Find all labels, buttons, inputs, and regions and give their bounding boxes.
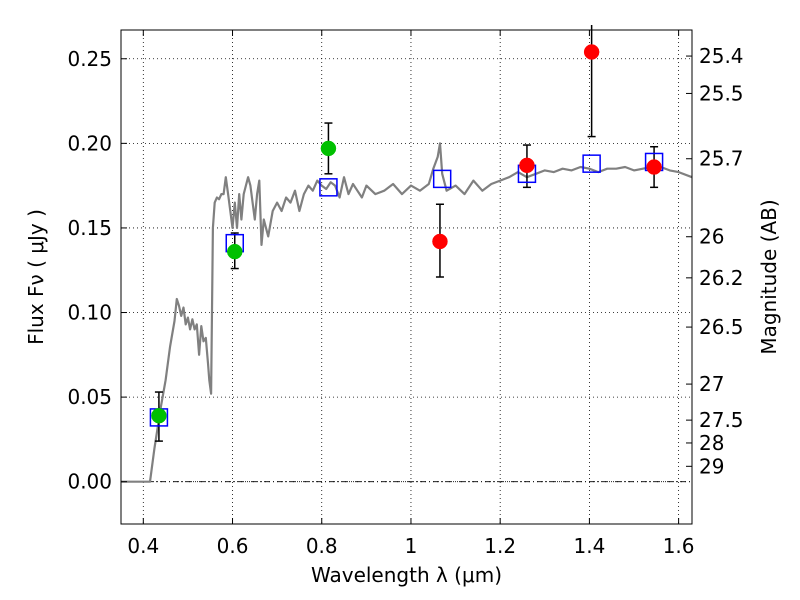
magnitude-tick-label: 27.5 [699,408,744,432]
x-tick-label: 0.4 [127,534,159,558]
observed-flux-point [583,44,600,60]
magnitude-tick-label: 25.7 [699,147,744,171]
axis-ticks [121,30,692,524]
observed-flux-point [519,157,535,174]
right-axis-title: Magnitude (AB) [757,199,781,354]
model-flux-square [319,178,338,197]
observed-flux-point [151,407,167,424]
y-tick-label: 0.15 [67,216,112,240]
magnitude-tick-label: 25.5 [699,81,744,105]
x-tick-labels: 0.4 0.6 0.8 1 1.2 1.4 1.6 [127,534,694,558]
magnitude-tick-label: 27 [699,372,724,396]
magnitude-tick-label: 26 [699,225,724,249]
y-tick-labels: 0.00 0.05 0.10 0.15 0.20 0.25 [67,47,112,494]
y-tick-label: 0.05 [67,385,112,409]
model-flux-square [582,154,601,173]
observed-flux-point [646,159,662,175]
grid-lines [121,30,692,524]
observed-flux-point [227,243,243,260]
x-tick-label: 1.6 [663,534,695,558]
y-tick-label: 0.25 [67,47,112,71]
x-axis-title: Wavelength λ (μm) [311,563,502,587]
magnitude-tick-label: 29 [699,454,724,478]
model-flux-square [432,169,452,189]
magnitude-tick-label: 26.2 [699,266,744,290]
model-sed-line [121,142,693,483]
observed-flux-point [432,233,448,250]
y-tick-label: 0.00 [67,470,112,494]
x-tick-label: 1 [405,534,418,558]
x-tick-label: 1.4 [573,534,605,558]
magnitude-tick-label: 26.5 [699,315,744,339]
x-tick-label: 0.8 [306,534,338,558]
y-axis-title: Flux Fν ( μJy ) [24,209,48,345]
x-tick-label: 1.2 [484,534,516,558]
magnitude-tick-label: 25.4 [699,44,744,68]
data-markers [149,44,664,427]
observed-flux-point [320,140,337,157]
plot-frame [120,29,693,525]
y-tick-label: 0.20 [67,131,112,155]
model-sed-curve [121,142,693,483]
y-tick-label: 0.10 [67,301,112,325]
error-bars [154,25,659,442]
x-tick-label: 0.6 [217,534,249,558]
magnitude-tick-label: 28 [699,431,724,455]
